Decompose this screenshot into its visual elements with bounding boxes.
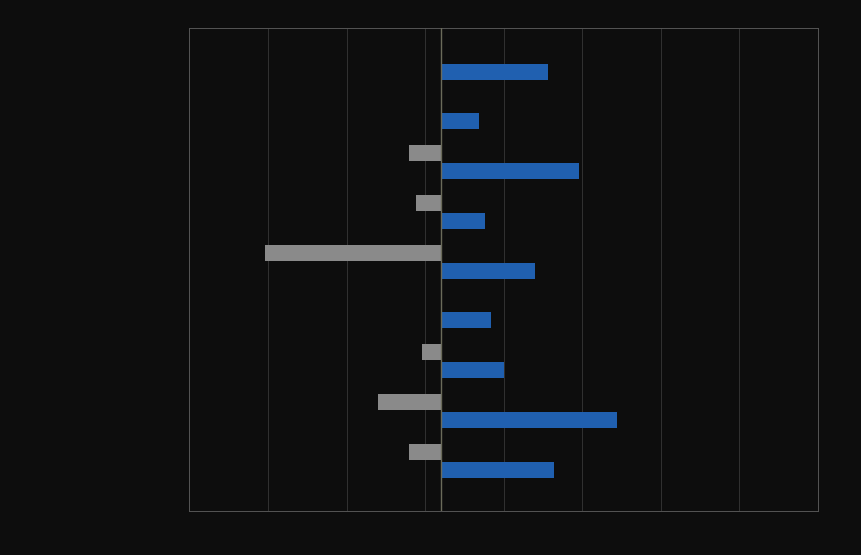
Bar [441, 213, 485, 229]
Bar [441, 312, 491, 329]
Bar [441, 163, 579, 179]
Bar [265, 245, 441, 261]
Bar [441, 263, 535, 279]
Bar [410, 145, 441, 161]
Bar [441, 362, 504, 378]
Bar [441, 412, 616, 428]
Bar [416, 195, 441, 211]
Bar [441, 64, 548, 79]
Bar [441, 462, 554, 478]
Bar [441, 113, 479, 129]
Bar [422, 344, 441, 360]
Bar [378, 394, 441, 410]
Bar [410, 444, 441, 460]
